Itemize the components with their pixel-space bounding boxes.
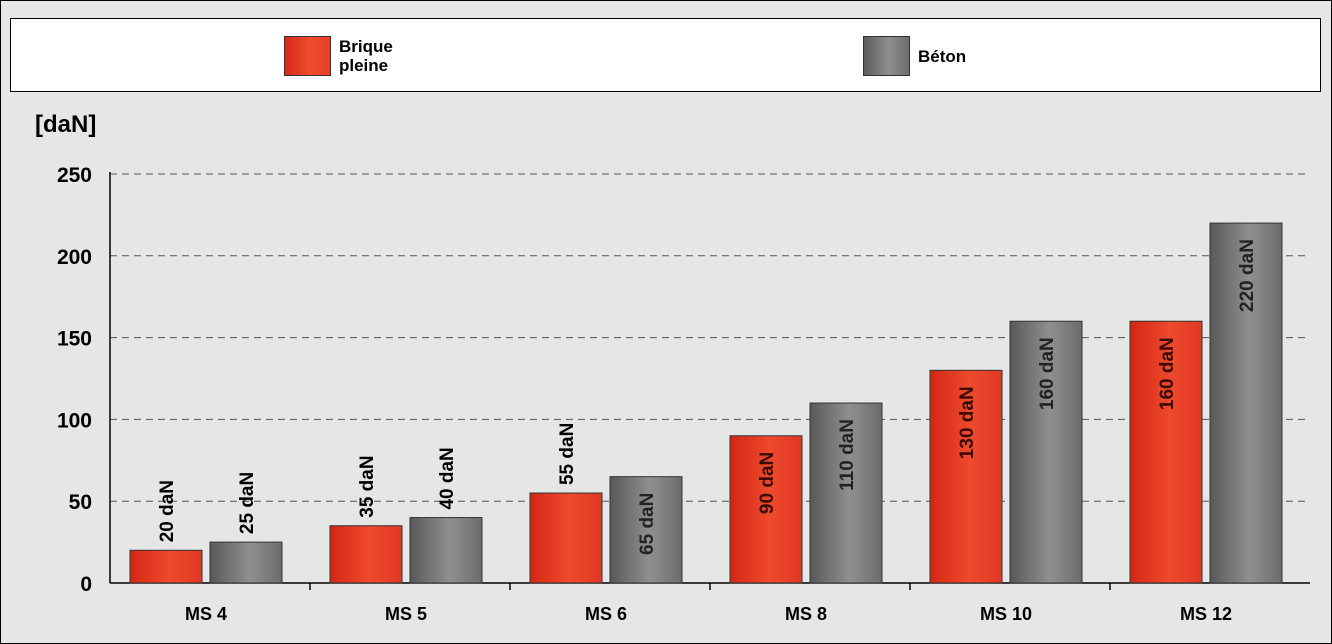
bar-brique — [129, 549, 203, 584]
bar-beton — [1009, 320, 1083, 584]
bar-brique — [929, 369, 1003, 584]
bar-beton — [809, 402, 883, 584]
data-label-beton: 110 daN — [837, 419, 858, 491]
data-label-brique: 20 daN — [157, 480, 178, 542]
category-label: MS 8 — [785, 604, 827, 624]
legend: Brique pleine Béton — [10, 18, 1321, 92]
bar-brique — [729, 435, 803, 584]
legend-item-beton: Béton — [863, 36, 998, 76]
legend-label-brique: Brique pleine — [339, 37, 393, 75]
data-label-beton: 25 daN — [237, 472, 258, 534]
legend-swatch-beton — [863, 36, 910, 76]
data-label-beton: 220 daN — [1237, 239, 1258, 312]
category-label: MS 10 — [980, 604, 1032, 624]
data-label-brique: 160 daN — [1157, 337, 1178, 410]
category-label: MS 12 — [1180, 604, 1232, 624]
legend-item-brique: Brique pleine — [284, 36, 419, 76]
y-tick-label: 250 — [57, 164, 92, 187]
category-label: MS 6 — [585, 604, 627, 624]
bar-brique — [529, 492, 603, 584]
bar-beton — [209, 541, 283, 584]
category-label: MS 4 — [185, 604, 227, 624]
y-tick-label: 50 — [69, 491, 92, 514]
data-label-brique: 90 daN — [757, 452, 778, 514]
bar-beton — [1209, 222, 1283, 584]
y-tick-label: 150 — [57, 328, 92, 351]
category-label: MS 5 — [385, 604, 427, 624]
data-label-beton: 40 daN — [437, 447, 458, 509]
data-label-brique: 55 daN — [557, 423, 578, 485]
bar-beton — [409, 517, 483, 584]
bar-brique — [329, 525, 403, 584]
y-axis-unit-label: [daN] — [35, 111, 97, 138]
bar-brique — [1129, 320, 1203, 584]
data-label-beton: 65 daN — [637, 493, 658, 555]
data-label-brique: 130 daN — [957, 386, 978, 459]
legend-label-beton: Béton — [918, 46, 967, 66]
data-label-brique: 35 daN — [357, 455, 378, 517]
y-tick-label: 200 — [57, 246, 92, 269]
y-tick-label: 100 — [57, 409, 92, 432]
data-label-beton: 160 daN — [1037, 337, 1058, 410]
y-tick-label: 0 — [80, 573, 92, 596]
bar-beton — [609, 476, 683, 584]
legend-swatch-brique — [284, 36, 331, 76]
